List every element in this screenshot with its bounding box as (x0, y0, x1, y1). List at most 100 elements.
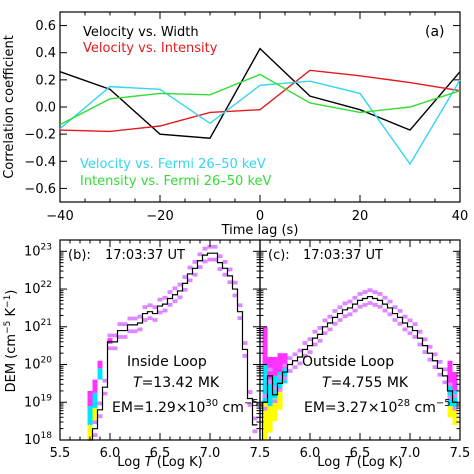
error-mark (177, 295, 183, 300)
error-mark (332, 321, 338, 326)
error-mark (382, 295, 388, 300)
error-mark (322, 331, 328, 336)
error-mark (322, 318, 328, 323)
dem-step-line (261, 296, 458, 440)
error-mark (362, 303, 368, 307)
error-mark (402, 314, 408, 319)
error-mark (342, 301, 348, 306)
error-mark (387, 312, 393, 317)
panel-c-region: Outside Loop (302, 354, 394, 370)
panel-c-bars (261, 288, 458, 440)
error-mark (107, 346, 113, 351)
error-mark (157, 310, 163, 315)
panel-b-region: Inside Loop (127, 354, 207, 370)
uncertainty-yellow (87, 424, 93, 440)
uncertainty-cyan (447, 383, 453, 407)
x-tick-label: 7.0 (200, 446, 221, 461)
error-mark (442, 380, 448, 385)
error-mark (267, 380, 273, 385)
error-mark (407, 331, 413, 336)
error-mark (207, 257, 213, 262)
error-mark (397, 321, 403, 326)
error-mark (202, 259, 208, 264)
series-line (59, 79, 461, 166)
y-tick-label: 0.0 (35, 101, 56, 116)
error-mark (432, 365, 438, 370)
panel-a-ylabel: Correlation coefficient (2, 35, 17, 179)
error-mark (427, 357, 433, 362)
uncertainty-cyan (97, 368, 103, 380)
error-mark (232, 293, 238, 298)
error-mark (422, 337, 428, 342)
uncertainty-magenta (447, 360, 453, 384)
error-mark (422, 350, 428, 354)
panel-b-xlabel: Log T (Log K) (117, 455, 202, 470)
error-mark (112, 346, 118, 351)
legend-intensity-fermi: Intensity vs. Fermi 26–50 keV (80, 174, 272, 189)
error-mark (137, 327, 143, 332)
error-mark (417, 342, 423, 347)
uncertainty-yellow (262, 402, 268, 440)
error-mark (272, 399, 278, 404)
y-tick-label: 1023 (24, 242, 52, 259)
error-mark (167, 303, 173, 307)
error-mark (347, 299, 353, 304)
dem-ylabel: DEM (cm−5 K−1) (3, 290, 19, 393)
error-mark (97, 414, 103, 419)
dem-step-line (87, 252, 258, 441)
uncertainty-yellow (272, 398, 278, 422)
error-mark (317, 326, 323, 330)
error-mark (287, 356, 293, 360)
error-mark (192, 272, 198, 277)
error-mark (142, 305, 148, 310)
error-mark (202, 246, 208, 251)
error-mark (332, 309, 338, 313)
error-mark (277, 387, 283, 392)
panel-b-label: (b): (68, 248, 91, 263)
error-mark (352, 295, 358, 300)
error-mark (432, 352, 438, 357)
error-mark (367, 288, 373, 293)
legend-velocity-fermi: Velocity vs. Fermi 26–50 keV (80, 157, 266, 172)
error-mark (347, 312, 353, 317)
error-mark (372, 290, 378, 294)
error-mark (232, 280, 238, 285)
error-mark (412, 335, 418, 339)
uncertainty-magenta (262, 326, 268, 365)
x-tick-label: 5.5 (50, 446, 71, 461)
panel-a-series (59, 47, 461, 166)
error-mark (357, 304, 363, 309)
panel-b-em: EM=1.29×1030 cm−5 (112, 398, 259, 416)
dem-outside-panel: 6.0 6.5 7.0 7.5 (c): 17:03:37 UT Outside Lo… (259, 239, 470, 470)
uncertainty-magenta (282, 353, 288, 369)
panel-c-time: 17:03:37 UT (303, 248, 383, 263)
y-tick-label: −0.4 (24, 155, 56, 170)
panel-b-time: 17:03:37 UT (105, 248, 185, 263)
error-mark (267, 367, 273, 372)
x-tick-label: 6.0 (300, 446, 321, 461)
error-mark (217, 267, 223, 271)
error-mark (392, 318, 398, 322)
error-mark (282, 363, 288, 368)
uncertainty-magenta (272, 356, 278, 376)
uncertainty-yellow (452, 409, 458, 425)
error-mark (337, 318, 343, 322)
error-mark (262, 393, 268, 398)
y-tick-label: 0.4 (35, 46, 56, 61)
panel-c-label: (c): (268, 248, 290, 263)
error-mark (307, 337, 313, 342)
uncertainty-cyan (282, 368, 288, 384)
uncertainty-magenta (92, 379, 98, 393)
error-mark (312, 342, 318, 347)
error-mark (147, 316, 153, 320)
error-mark (452, 393, 458, 398)
uncertainty-magenta (97, 360, 103, 369)
error-mark (297, 361, 303, 366)
panel-c-em: EM=3.27×1028 cm−5 (304, 398, 451, 416)
panel-a-label: (a) (425, 24, 445, 40)
error-mark (247, 403, 253, 407)
error-mark (242, 341, 248, 345)
error-mark (367, 301, 373, 305)
error-mark (377, 292, 383, 296)
